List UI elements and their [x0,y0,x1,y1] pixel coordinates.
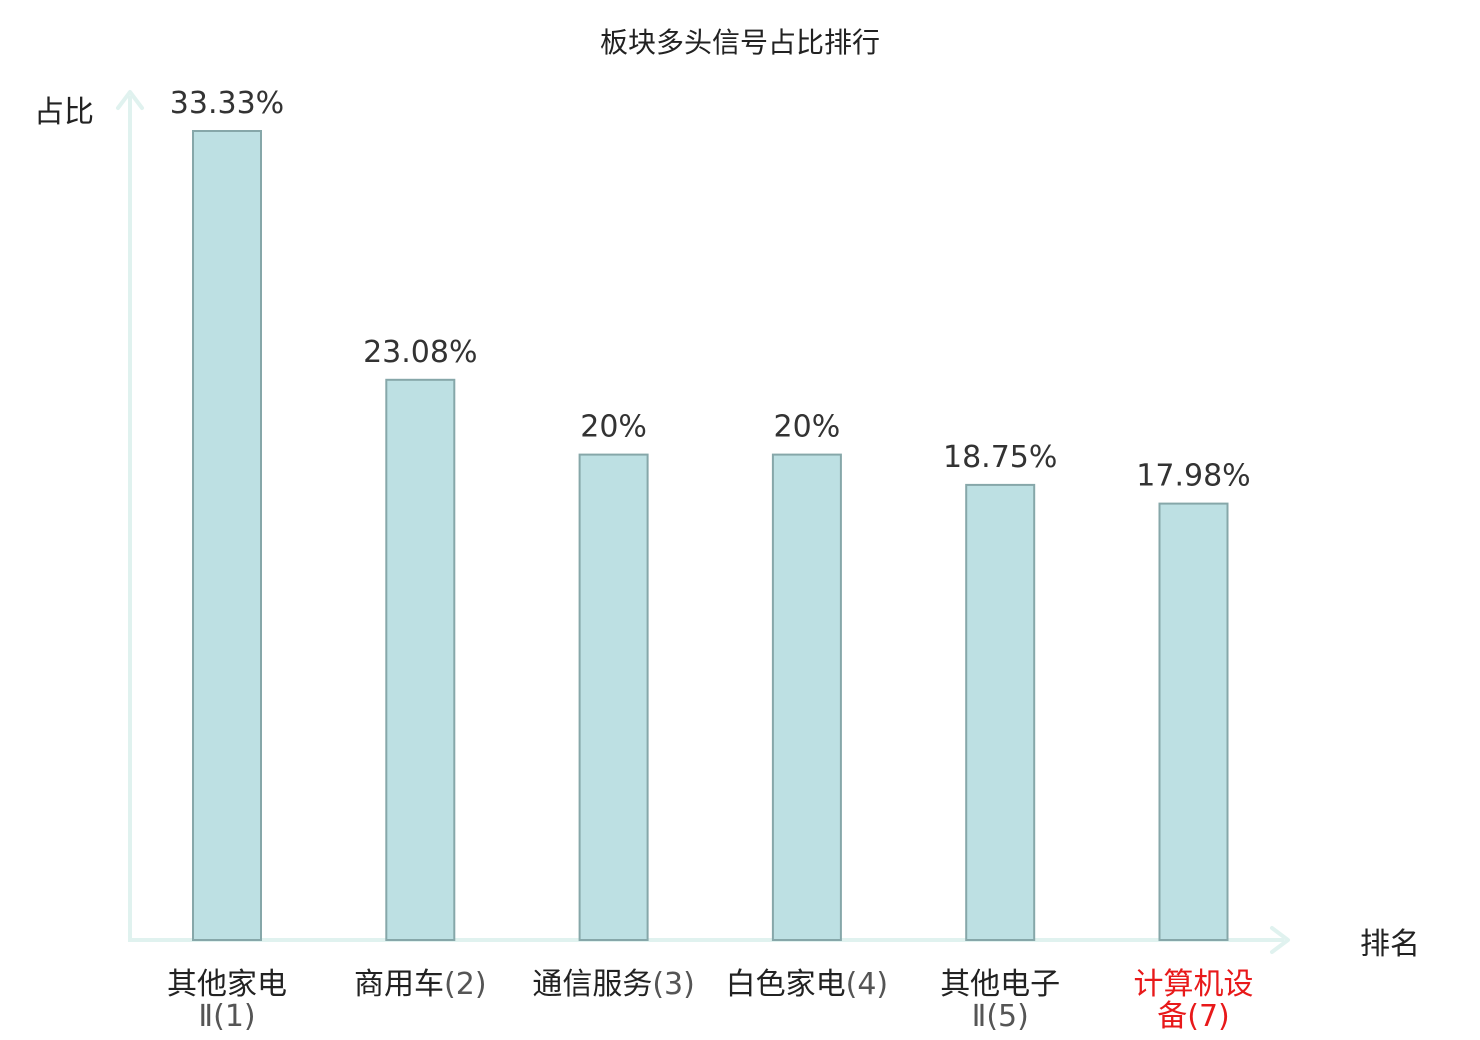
category-label-rank: Ⅱ(5) [972,999,1029,1034]
y-axis-arrow-icon [116,90,144,110]
value-label-group: 33.33% 23.08% 20% 20% 18.75% 17.98% [170,86,1251,494]
data-label: 20% [774,410,841,445]
bar [965,483,1036,941]
category-label: 白色家电(4) [726,967,889,1002]
x-axis-label: 排名 [1360,927,1420,962]
data-label: 18.75% [943,440,1057,475]
bar [1158,502,1229,941]
bar [192,130,262,941]
bar [578,453,649,941]
data-label: 33.33% [170,86,284,121]
bar [771,453,842,941]
bar-group [192,130,1229,941]
data-label: 20% [580,410,647,445]
data-label: 17.98% [1136,459,1250,494]
category-label: 商用车(2) [354,967,487,1002]
data-label: 23.08% [363,335,477,370]
category-label: 其他电子 [940,967,1060,1002]
category-label: 其他家电 [167,967,287,1002]
y-axis-label: 占比 [34,95,94,130]
category-label: 通信服务(3) [532,967,695,1002]
category-label-rank: 备(7) [1157,999,1230,1034]
chart-title: 板块多头信号占比排行 [600,26,880,59]
x-axis-arrow-icon [1270,926,1290,954]
category-label-rank: Ⅱ(1) [198,999,255,1034]
bar [385,378,456,941]
category-label: 计算机设 [1134,967,1254,1002]
axes [116,90,1290,954]
